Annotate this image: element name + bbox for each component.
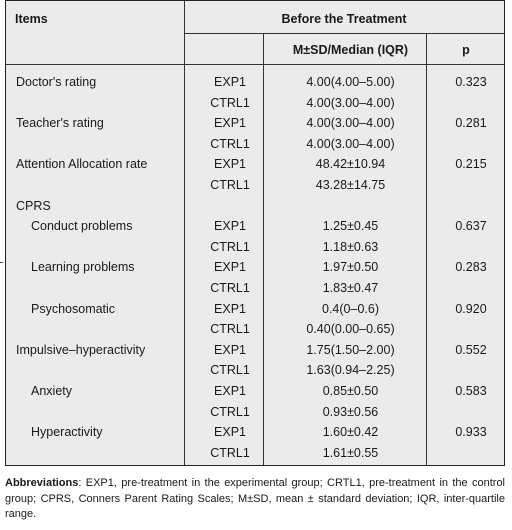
row-value: 0.93±0.56 <box>322 404 379 419</box>
column-divider-p <box>426 33 427 465</box>
row-p-value: 0.281 <box>455 116 487 131</box>
row-p-value: 0.933 <box>455 425 487 440</box>
row-value: 4.00(3.00–4.00) <box>306 95 395 110</box>
row-value: 0.40(0.00–0.65) <box>306 322 395 337</box>
row-item-label: Conduct problems <box>31 219 133 234</box>
row-value: 48.42±10.94 <box>315 157 386 172</box>
row-item-label: Anxiety <box>31 384 72 398</box>
row-value: 1.25±0.45 <box>322 219 379 234</box>
row-group: EXP1 <box>214 384 246 398</box>
row-group: EXP1 <box>214 260 246 275</box>
row-group: EXP1 <box>214 219 246 234</box>
row-group: CTRL1 <box>210 445 250 460</box>
row-group: EXP1 <box>214 75 246 89</box>
row-group: CTRL1 <box>210 239 250 254</box>
row-group: CTRL1 <box>210 178 250 192</box>
row-item-label: Attention Allocation rate <box>16 157 148 172</box>
row-value: 0.4(0–0.6) <box>322 301 379 316</box>
row-value: 43.28±14.75 <box>315 178 386 192</box>
row-item-label: Impulsive–hyperactivity <box>16 342 146 357</box>
row-item-label: Learning problems <box>31 260 135 275</box>
row-p-value: 0.637 <box>455 219 487 234</box>
footnote-label: Abbreviations <box>5 477 79 489</box>
header-divider-lower <box>6 64 504 65</box>
row-value: 4.00(3.00–4.00) <box>306 116 395 131</box>
row-value: 1.61±0.55 <box>322 445 379 460</box>
row-value: 1.63(0.94–2.25) <box>306 363 395 378</box>
row-p-value: 0.920 <box>455 301 487 316</box>
row-value: 4.00(3.00–4.00) <box>306 136 395 151</box>
row-group: CTRL1 <box>210 136 250 151</box>
row-value: 1.83±0.47 <box>322 281 379 295</box>
row-value: 1.60±0.42 <box>322 425 379 440</box>
row-p-value: 0.215 <box>455 157 487 172</box>
header-before-treatment: Before the Treatment <box>281 12 407 26</box>
row-p-value: 0.283 <box>455 260 487 275</box>
row-item-label: Teacher's rating <box>16 116 104 131</box>
row-value: 4.00(4.00–5.00) <box>306 75 395 89</box>
row-group: CTRL1 <box>210 322 250 337</box>
row-item-label: Doctor's rating <box>16 75 97 89</box>
row-group: EXP1 <box>214 301 246 316</box>
row-value: 1.18±0.63 <box>322 239 379 254</box>
header-divider-upper <box>184 33 504 34</box>
header-p: p <box>462 43 470 57</box>
row-group: EXP1 <box>214 342 246 357</box>
row-item-label: CPRS <box>16 198 51 213</box>
row-value: 1.97±0.50 <box>322 260 379 275</box>
row-p-value: 0.583 <box>455 384 487 398</box>
footnote: Abbreviations: EXP1, pre-treatment in th… <box>5 476 505 523</box>
row-group: CTRL1 <box>210 95 250 110</box>
row-group: CTRL1 <box>210 404 250 419</box>
row-group: EXP1 <box>214 425 246 440</box>
row-group: EXP1 <box>214 116 246 131</box>
row-item-label: Hyperactivity <box>31 425 103 440</box>
row-value: 1.75(1.50–2.00) <box>306 342 395 357</box>
results-table: Items Before the Treatment M±SD/Median (… <box>5 0 505 466</box>
header-mean-sd-median: M±SD/Median (IQR) <box>292 43 409 57</box>
column-divider-items <box>184 1 185 465</box>
row-p-value: 0.552 <box>455 342 487 357</box>
edge-tick <box>0 262 3 263</box>
footnote-text: : EXP1, pre-treatment in the experimenta… <box>5 477 505 520</box>
column-divider-value <box>263 33 264 465</box>
header-items: Items <box>15 12 48 26</box>
row-group: CTRL1 <box>210 363 250 378</box>
row-value: 0.85±0.50 <box>322 384 379 398</box>
row-p-value: 0.323 <box>455 75 487 89</box>
row-group: CTRL1 <box>210 281 250 295</box>
row-item-label: Psychosomatic <box>31 301 116 316</box>
row-group: EXP1 <box>214 157 246 172</box>
